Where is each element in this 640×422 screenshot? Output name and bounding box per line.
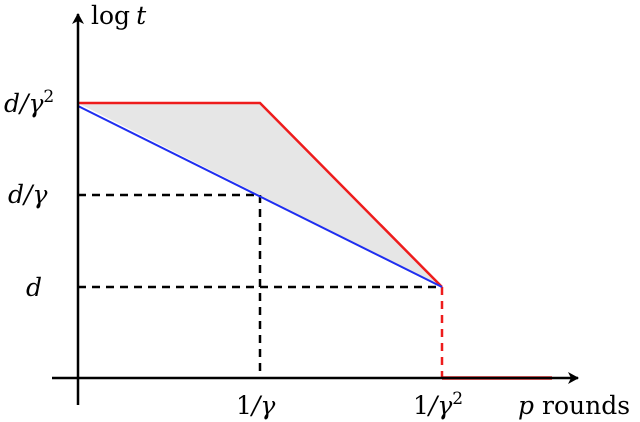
y-tick-d-over-gamma-squared: d/γ2 xyxy=(4,87,54,118)
x-axis-title: p rounds xyxy=(518,391,630,420)
y-tick-d-over-gamma: d/γ xyxy=(8,180,47,209)
x-tick-one-over-gamma-squared: 1/γ2 xyxy=(413,389,463,420)
lower-bound-line xyxy=(77,105,443,288)
x-tick-one-over-gamma: 1/γ xyxy=(236,391,275,420)
y-axis-title: log t xyxy=(91,1,147,30)
upper-bound-line xyxy=(78,101,443,288)
y-tick-d: d xyxy=(26,273,42,302)
